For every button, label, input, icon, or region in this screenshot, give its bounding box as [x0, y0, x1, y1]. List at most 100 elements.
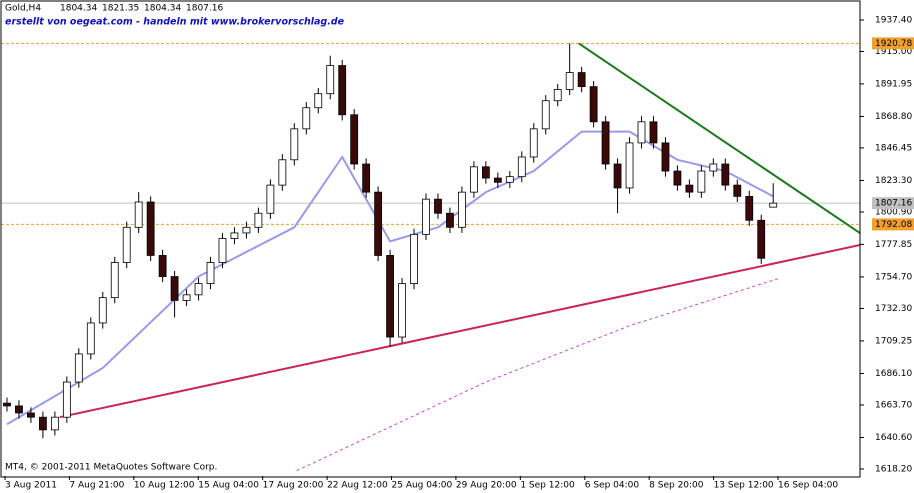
candle-body — [541, 100, 550, 130]
chart-title: Gold,H4 — [5, 4, 41, 14]
candle-body — [74, 353, 83, 383]
y-tick-label: 1618.20 — [875, 464, 912, 474]
candle-body — [86, 322, 95, 355]
candle-body — [613, 163, 622, 189]
candle-body — [577, 72, 586, 88]
candle-body — [769, 202, 778, 208]
price-label: 1792.08 — [875, 220, 912, 230]
candle-body — [733, 184, 742, 197]
indicator-line — [59, 243, 860, 419]
candle-body — [709, 163, 718, 172]
indicator-line — [578, 42, 860, 235]
x-tick-label: 8 Sep 20:00 — [649, 481, 704, 491]
candle-body — [158, 255, 167, 277]
price-label: 1920.78 — [875, 39, 912, 49]
plot-frame — [0, 0, 861, 478]
price-label: 1807.16 — [875, 199, 912, 209]
candle-body — [314, 93, 323, 109]
candle-body — [661, 142, 670, 172]
candle-body — [98, 297, 107, 324]
y-tick-label: 1754.70 — [875, 272, 912, 282]
x-tick-label: 29 Aug 20:00 — [456, 481, 517, 491]
ohlc-low: 1804.34 — [144, 4, 181, 14]
candle-body — [50, 416, 59, 431]
y-tick-label: 1823.30 — [875, 176, 912, 186]
price-label-bg — [872, 197, 914, 210]
candle-body — [685, 184, 694, 193]
y-tick-label: 1891.95 — [875, 79, 912, 89]
ohlc-close: 1807.16 — [186, 4, 223, 14]
candle-body — [673, 170, 682, 186]
candle-body — [721, 163, 730, 186]
x-tick-label: 6 Sep 04:00 — [585, 481, 640, 491]
x-tick-label: 13 Sep 12:00 — [714, 481, 774, 491]
x-tick-label: 1 Sep 12:00 — [520, 481, 575, 491]
candle-body — [230, 232, 239, 239]
x-tick-label: 10 Aug 12:00 — [134, 481, 195, 491]
candle-body — [254, 212, 263, 228]
y-tick-label: 1686.10 — [875, 369, 912, 379]
x-tick-label: 3 Aug 2011 — [5, 481, 57, 491]
candle-body — [146, 201, 155, 256]
candle-body — [182, 294, 191, 301]
candle-body — [481, 166, 490, 179]
candle-body — [278, 159, 287, 186]
candle-body — [398, 283, 406, 338]
candle-body — [649, 121, 658, 144]
candle-body — [218, 238, 227, 263]
candle-body — [62, 381, 71, 418]
y-tick-label: 1732.30 — [875, 304, 912, 314]
candle-body — [15, 405, 23, 414]
candle-body — [170, 276, 179, 301]
candle-body — [637, 121, 646, 144]
price-label-bg — [872, 218, 914, 231]
candle-body — [446, 212, 454, 228]
y-tick-label: 1915.00 — [875, 47, 912, 57]
candle-body — [350, 114, 359, 165]
candle-body — [134, 201, 143, 228]
y-tick-label: 1777.85 — [875, 240, 912, 250]
candle-body — [625, 142, 634, 189]
candle-body — [110, 262, 119, 299]
candle-body — [422, 198, 430, 235]
x-tick-label: 17 Aug 20:00 — [263, 481, 324, 491]
candle-body — [242, 226, 251, 234]
y-tick-label: 1868.80 — [875, 112, 912, 122]
x-tick-label: 16 Sep 04:00 — [778, 481, 838, 491]
candle-body — [194, 283, 203, 296]
candle-body — [302, 107, 311, 130]
candle-body — [565, 72, 574, 90]
candle-body — [529, 128, 538, 158]
subtitle: erstellt von oegeat.com - handeln mit ww… — [5, 17, 345, 28]
price-label-bg — [872, 37, 914, 50]
candle-body — [553, 89, 562, 102]
candle-body — [589, 86, 598, 123]
indicator-line — [296, 277, 781, 472]
candle-body — [458, 191, 466, 228]
y-tick-label: 1640.60 — [875, 433, 912, 443]
candle-body — [517, 156, 526, 178]
x-tick-label: 25 Aug 04:00 — [392, 481, 453, 491]
candle-body — [39, 416, 47, 431]
candle-body — [3, 402, 11, 407]
x-tick-label: 7 Aug 21:00 — [69, 481, 124, 491]
candle-body — [290, 128, 299, 161]
candle-body — [266, 184, 275, 214]
candle-body — [601, 121, 610, 165]
candle-body — [27, 412, 35, 418]
x-tick-label: 15 Aug 04:00 — [198, 481, 259, 491]
candle-body — [326, 65, 335, 95]
candle-body — [410, 233, 418, 284]
ohlc-high: 1821.35 — [102, 4, 139, 14]
candle-body — [745, 195, 754, 221]
footer: MT4, © 2001-2011 MetaQuotes Software Cor… — [5, 463, 217, 473]
y-tick-label: 1846.45 — [875, 143, 912, 153]
y-tick-label: 1800.90 — [875, 207, 912, 217]
candle-body — [362, 163, 371, 193]
candle-body — [386, 255, 394, 338]
candle-body — [505, 176, 514, 183]
y-tick-label: 1709.25 — [875, 336, 912, 346]
candle-body — [493, 177, 502, 183]
